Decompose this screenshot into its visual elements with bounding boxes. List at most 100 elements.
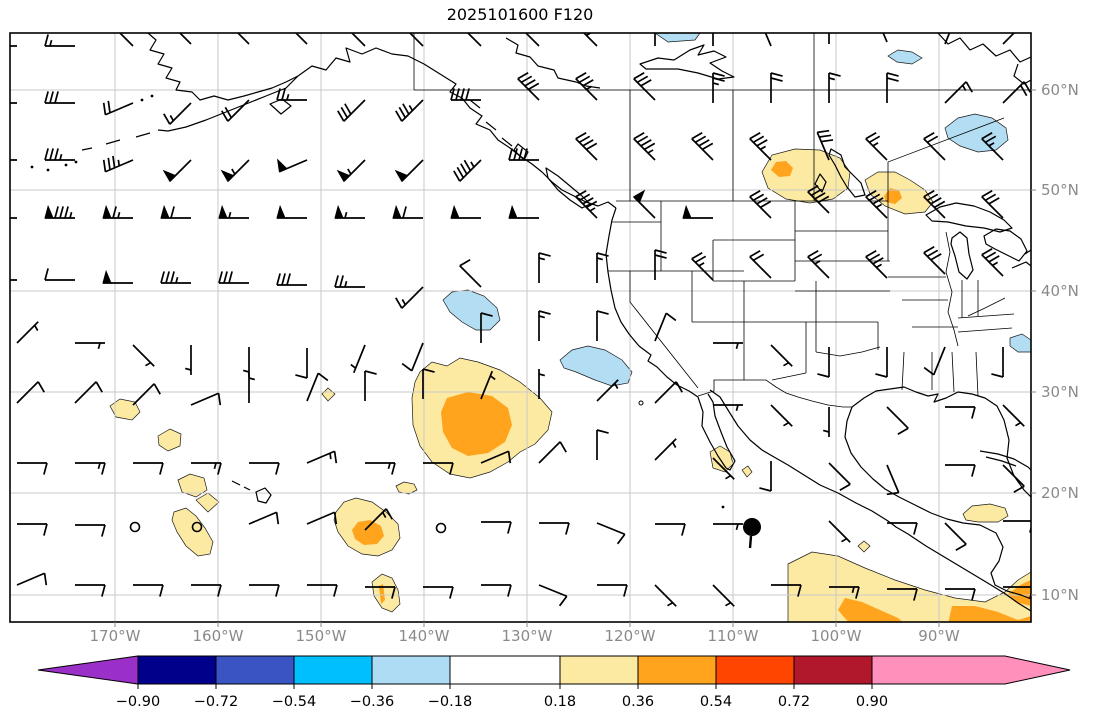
wind-barb — [822, 407, 830, 437]
colorbar-extend-right — [871, 655, 1071, 685]
wind-barb — [102, 155, 134, 173]
wind-barb — [44, 268, 75, 281]
positive-anomaly-region — [395, 481, 418, 495]
lon-tick-label: 90°W — [918, 627, 960, 645]
coastline — [1011, 261, 1031, 269]
lat-tick-label: 10°N — [1041, 586, 1079, 604]
wind-barb — [132, 383, 161, 406]
colorbar: −0.90 −0.72 −0.54 −0.36 −0.18 0.18 0.36 0.54 0.7… — [37, 655, 1071, 710]
wind-barb — [991, 347, 1004, 378]
wind-barb — [408, 33, 424, 47]
wind-barb — [749, 250, 772, 279]
wind-barb — [582, 33, 598, 47]
lon-tick-label: 160°W — [193, 627, 244, 645]
wind-barb — [691, 132, 714, 161]
wind-barb — [865, 190, 888, 219]
wind-barb — [886, 406, 909, 435]
lat-tick-label: 30°N — [1041, 383, 1079, 401]
wind-barb — [923, 246, 946, 275]
wind-barb — [422, 368, 435, 399]
coastline — [545, 167, 591, 209]
positive-anomaly-region — [177, 473, 208, 498]
calm-wind-circle — [435, 522, 447, 534]
lon-tick-label: 150°W — [296, 627, 347, 645]
wind-barb — [334, 204, 365, 219]
positive-anomaly-region — [321, 387, 336, 402]
wind-barb — [828, 520, 851, 543]
wind-barb — [944, 522, 967, 551]
wind-barb — [75, 584, 106, 597]
colorbar-segment — [559, 655, 639, 685]
wind-barb — [306, 450, 338, 464]
wind-barb — [712, 72, 725, 103]
political-border — [945, 231, 959, 347]
wind-barb — [220, 159, 250, 183]
wind-barb — [178, 33, 192, 45]
wind-barb — [1002, 464, 1025, 493]
wind-barb — [392, 204, 423, 219]
wind-barb — [10, 279, 17, 281]
wind-barb — [221, 99, 250, 122]
wind-barb — [682, 204, 713, 219]
wind-barb — [350, 344, 366, 374]
wind-barb — [829, 586, 860, 599]
wind-barb — [450, 204, 481, 219]
wind-barb — [524, 33, 540, 47]
wind-barb — [596, 310, 609, 341]
wind-barb — [654, 312, 677, 342]
political-border — [887, 117, 1005, 201]
coastline — [697, 393, 736, 471]
wind-barb — [508, 204, 539, 219]
wind-barb — [10, 159, 17, 161]
wind-barb — [749, 132, 772, 161]
wind-barb — [887, 588, 918, 601]
wind-barb — [44, 34, 75, 47]
wind-barb — [828, 72, 841, 103]
colorbar-segment — [449, 655, 561, 685]
wind-barb — [133, 462, 164, 475]
colorbar-tick-label: −0.54 — [272, 694, 316, 710]
wind-barb — [944, 81, 973, 104]
wind-barb — [466, 33, 482, 47]
wind-barb — [596, 379, 619, 402]
coastline — [937, 33, 1031, 63]
wind-barb — [1002, 81, 1031, 104]
wind-barb — [118, 33, 134, 47]
wind-barb — [828, 462, 851, 491]
positive-anomaly-core — [771, 161, 793, 177]
wind-barb — [945, 588, 976, 601]
political-border — [975, 351, 979, 397]
wind-barb — [133, 584, 164, 597]
wind-barb — [654, 249, 667, 280]
wind-barb — [712, 33, 714, 46]
wind-barb — [336, 159, 366, 183]
wind-barb — [923, 132, 946, 161]
wind-barb — [944, 33, 951, 45]
wind-barb — [401, 342, 424, 372]
coastline — [605, 207, 699, 398]
wind-barb — [882, 33, 888, 43]
wind-barb — [276, 88, 307, 101]
political-border — [951, 351, 955, 393]
positive-anomaly-region — [157, 428, 182, 452]
wind-barb — [923, 346, 946, 376]
colorbar-tick-label: 0.54 — [700, 694, 732, 710]
wind-barb — [16, 381, 45, 404]
coastline — [269, 98, 292, 115]
wind-barb — [423, 586, 454, 599]
island-dot — [150, 94, 154, 98]
coastline — [469, 99, 481, 109]
wind-barb — [453, 159, 482, 182]
wind-barb — [945, 464, 976, 477]
wind-barb — [242, 347, 250, 377]
political-border — [815, 346, 881, 357]
island-dot — [140, 98, 144, 102]
wind-barb — [44, 91, 75, 104]
lat-tick-label: 50°N — [1041, 181, 1079, 199]
coastline — [105, 139, 121, 145]
wind-barb — [364, 508, 393, 531]
wind-barb — [517, 72, 540, 101]
island-dot — [64, 163, 68, 167]
positive-anomaly-core — [884, 188, 902, 204]
wind-barb — [770, 404, 793, 427]
